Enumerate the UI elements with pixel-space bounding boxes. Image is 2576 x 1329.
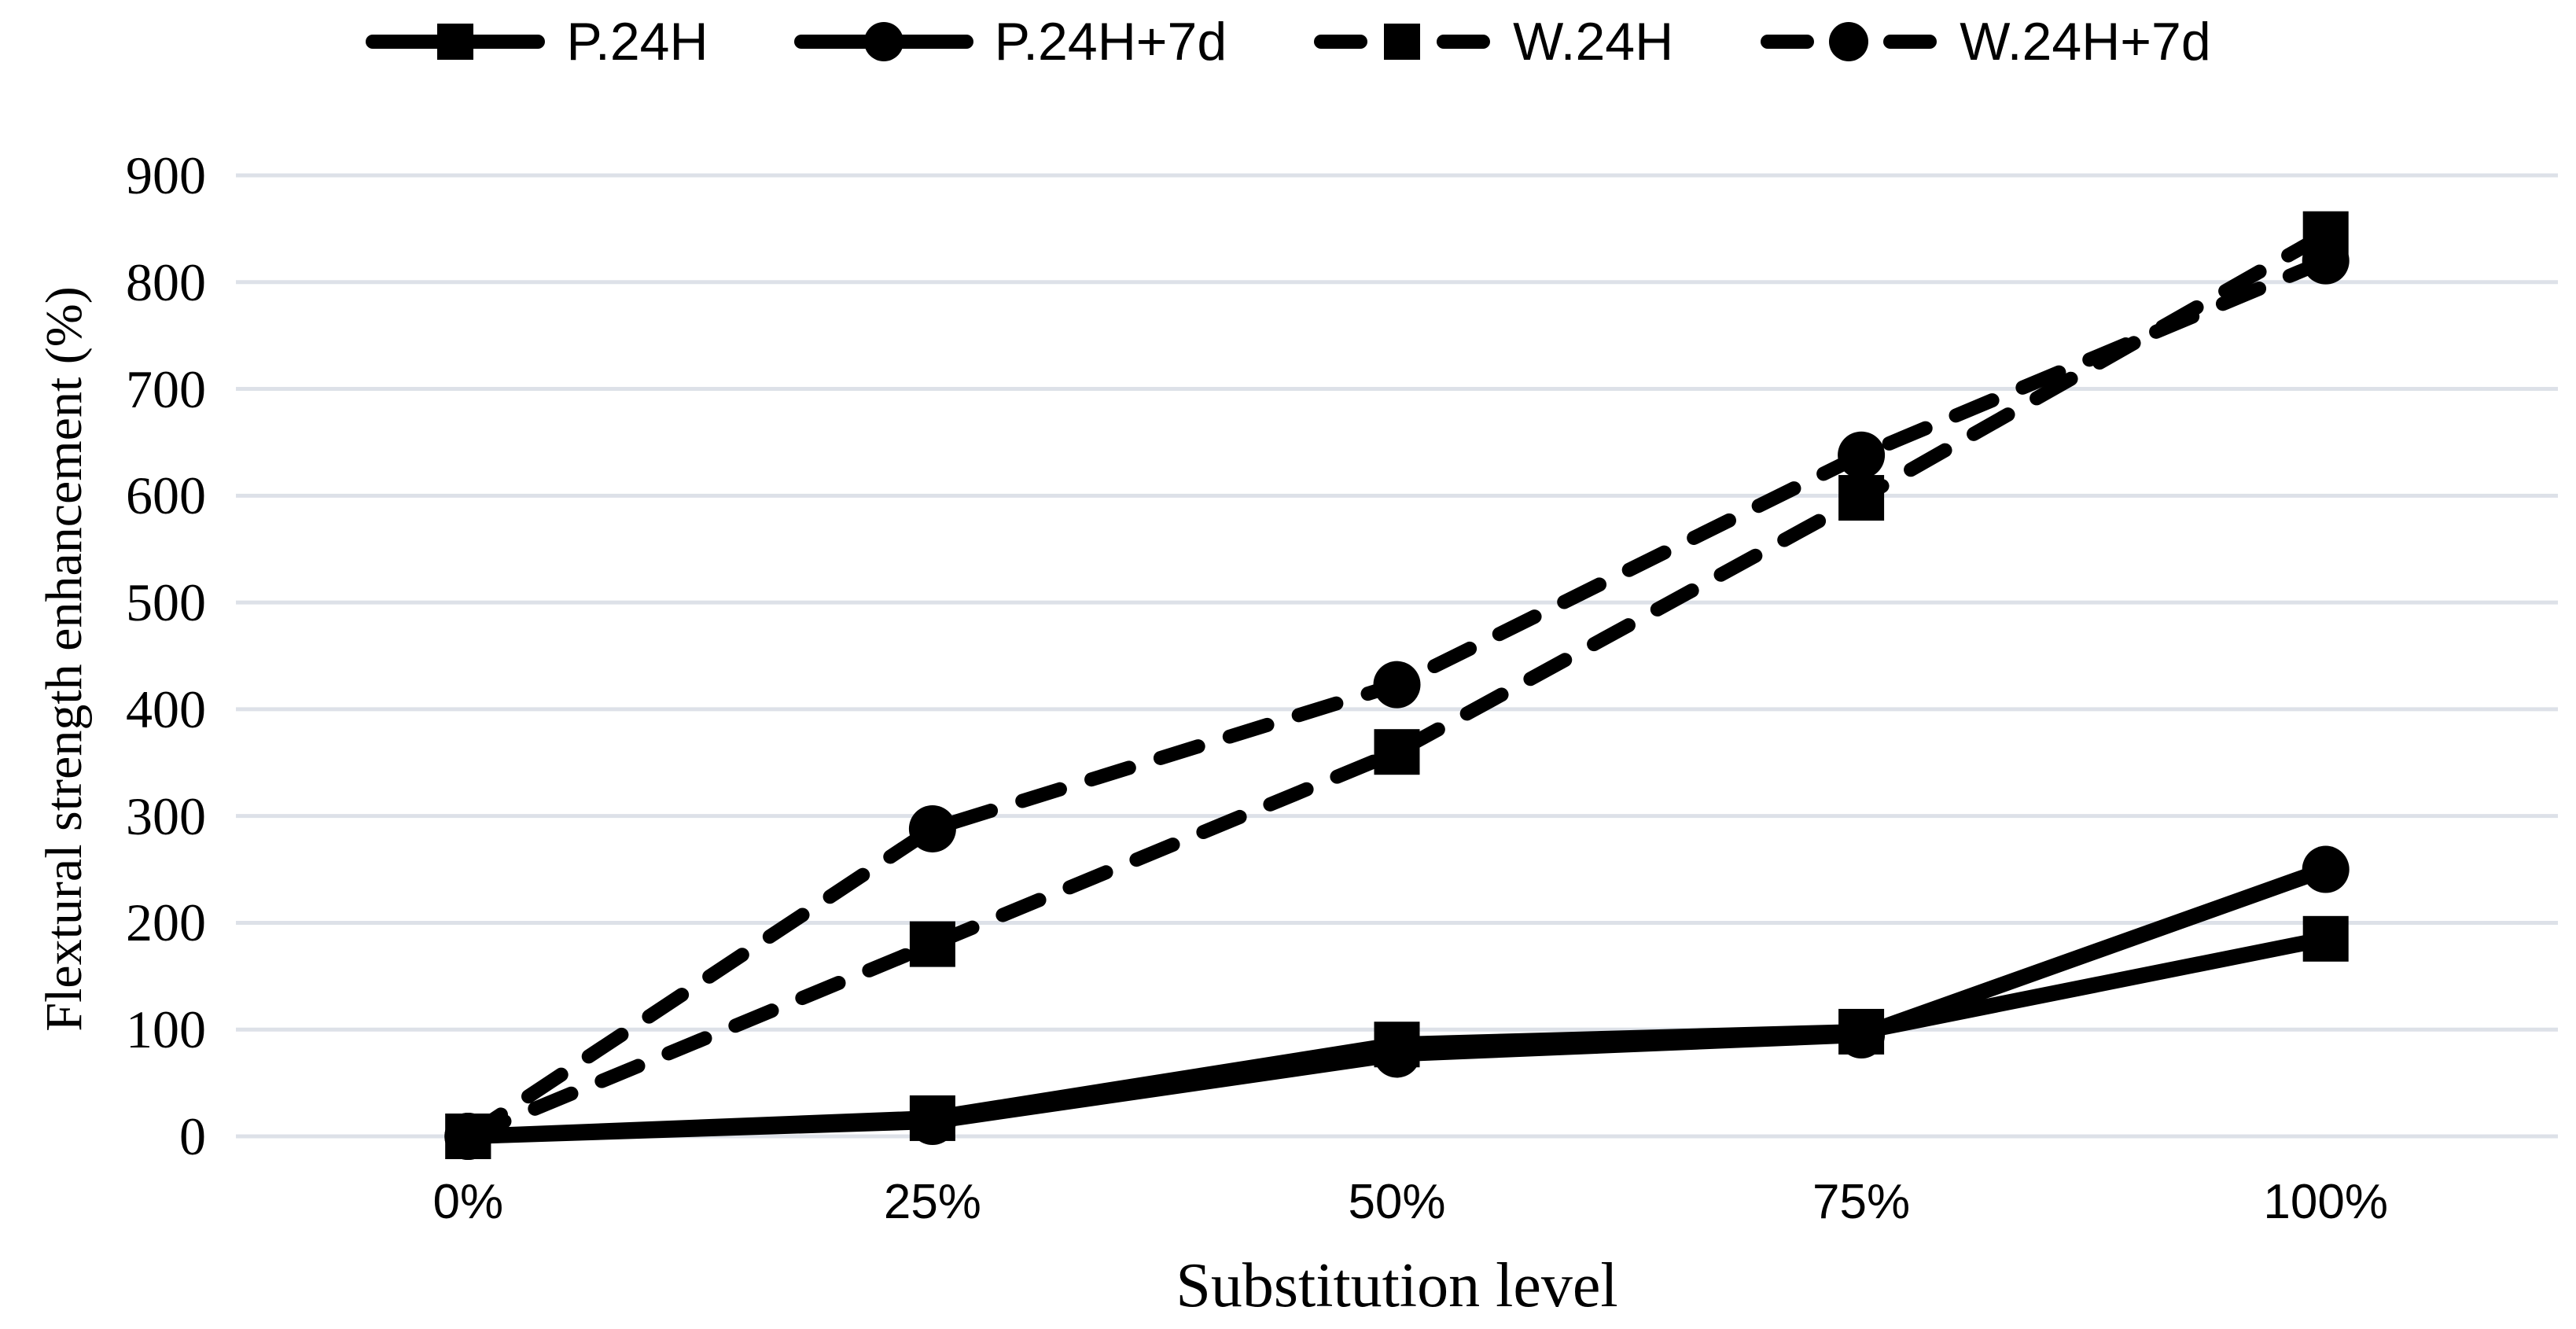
legend-item-W.24H: W.24H: [1312, 14, 1673, 69]
legend-label: P.24H+7d: [994, 12, 1227, 72]
legend-item-P.24H+7d: P.24H+7d: [793, 14, 1227, 69]
y-tick-label-100: 100: [126, 1000, 206, 1060]
marker-circle-W.24H+7d-25%: [908, 804, 956, 852]
legend-label: P.24H: [566, 12, 708, 72]
marker-square-P.24H-100%: [2302, 915, 2349, 962]
marker-circle-W.24H+7d-50%: [1373, 661, 1421, 709]
legend-label: W.24H: [1513, 12, 1674, 72]
legend-circle-marker-icon: [863, 22, 903, 61]
x-axis-title: Substitution level: [1176, 1251, 1618, 1320]
x-tick-label-25%: 25%: [883, 1175, 981, 1229]
legend-swatch-solid-icon: [793, 22, 973, 61]
x-tick-label-75%: 75%: [1812, 1175, 1911, 1229]
legend-swatch-dashed-icon: [1314, 24, 1491, 60]
legend-item-P.24H: P.24H: [365, 14, 708, 69]
y-tick-label-700: 700: [126, 359, 206, 419]
y-tick-label-600: 600: [126, 466, 206, 526]
y-tick-label-500: 500: [126, 572, 206, 633]
legend-label: W.24H+7d: [1960, 12, 2211, 72]
x-tick-label-0%: 0%: [432, 1175, 504, 1229]
y-tick-label-400: 400: [126, 679, 206, 739]
marker-square-P.24H-25%: [909, 1095, 955, 1141]
marker-circle-P.24H+7d-100%: [2302, 845, 2350, 893]
legend-circle-marker-icon: [1829, 22, 1869, 61]
marker-square-W.24H-50%: [1374, 729, 1420, 775]
y-tick-label-200: 200: [126, 893, 206, 953]
marker-circle-W.24H+7d-75%: [1838, 431, 1886, 479]
y-tick-label-300: 300: [126, 786, 206, 846]
legend-square-marker-icon: [437, 24, 474, 60]
marker-square-W.24H-75%: [1838, 475, 1885, 521]
series-line-P.24H+7d: [460, 861, 2334, 1144]
marker-square-P.24H-50%: [1374, 1022, 1420, 1068]
x-tick-label-100%: 100%: [2263, 1175, 2388, 1229]
legend-swatch-solid-icon: [366, 24, 546, 60]
marker-square-W.24H-100%: [2302, 211, 2349, 257]
legend-swatch-dashed-icon: [1761, 22, 1938, 61]
x-tick-label-50%: 50%: [1348, 1175, 1446, 1229]
marker-square-W.24H-25%: [909, 921, 955, 967]
y-axis-title: Flextural strength enhancement (%): [35, 286, 93, 1032]
legend-square-marker-icon: [1384, 24, 1421, 60]
series-line-W.24H: [461, 226, 2333, 1143]
y-tick-label-800: 800: [126, 252, 206, 312]
y-tick-label-900: 900: [126, 145, 206, 205]
marker-square-P.24H-75%: [1838, 1008, 1885, 1055]
legend-item-W.24H+7d: W.24H+7d: [1758, 12, 2211, 72]
y-tick-label-0: 0: [179, 1106, 206, 1166]
marker-square-W.24H-0%: [445, 1114, 491, 1159]
legend: P.24H P.24H+7d W.24H W.24H+7d: [0, 14, 2576, 69]
